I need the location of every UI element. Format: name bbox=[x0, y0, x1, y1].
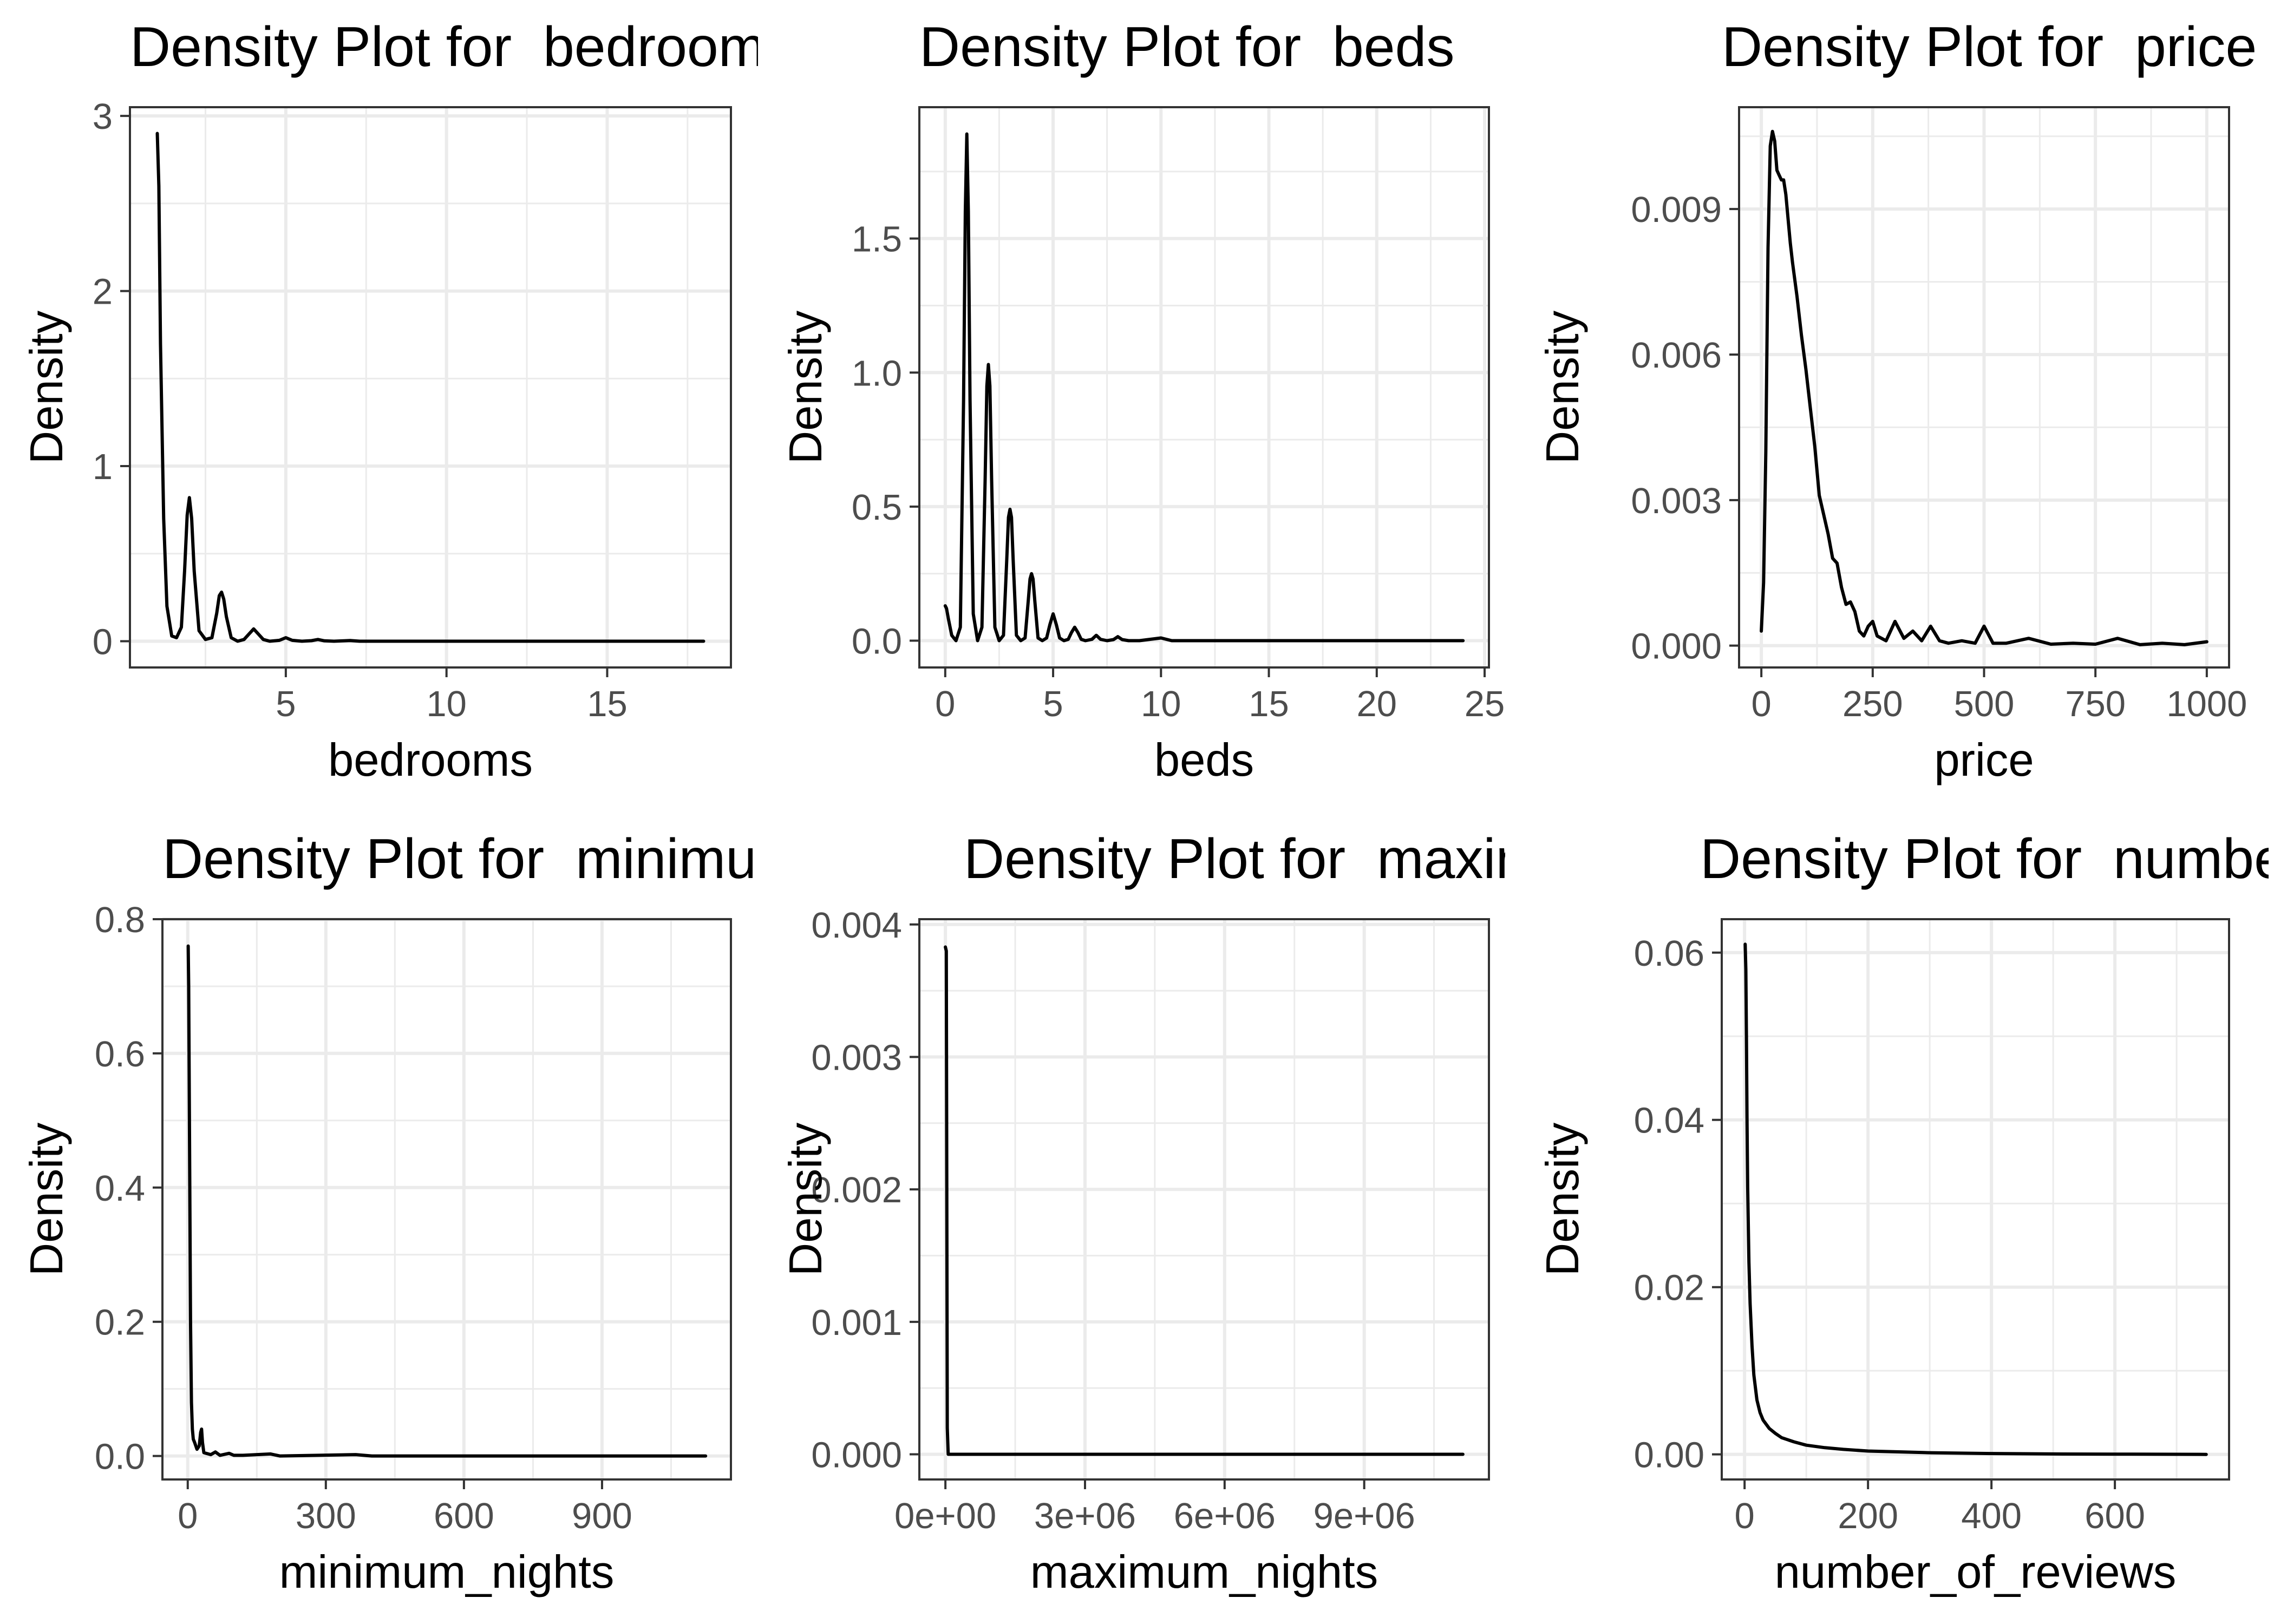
x-axis-title: beds bbox=[1154, 735, 1254, 786]
x-tick-label: 900 bbox=[572, 1496, 632, 1536]
y-tick-label: 0.04 bbox=[1634, 1101, 1704, 1141]
panel-border bbox=[161, 918, 732, 1481]
x-axis-title: price bbox=[1934, 735, 2034, 786]
density-curve bbox=[943, 132, 1465, 643]
y-tick-label: 1 bbox=[93, 447, 113, 487]
y-tick-label: 0.002 bbox=[811, 1170, 902, 1210]
density-curve bbox=[155, 132, 705, 643]
x-tick-label: 500 bbox=[1954, 684, 2015, 724]
x-tick-label: 25 bbox=[1465, 684, 1505, 724]
x-axis-title: maximum_nights bbox=[1030, 1547, 1378, 1598]
density-curve bbox=[1743, 942, 2208, 1456]
y-tick-label: 0.4 bbox=[95, 1168, 145, 1209]
x-tick-label: 15 bbox=[587, 684, 628, 724]
chart-title: Density Plot for maximum_nights bbox=[964, 828, 1802, 890]
x-tick-label: 20 bbox=[1357, 684, 1397, 724]
y-tick-label: 0.001 bbox=[811, 1302, 902, 1343]
y-axis-title: Density bbox=[1537, 310, 1589, 464]
y-tick-label: 0.000 bbox=[811, 1435, 902, 1476]
density-panels: 5 10 15 0 1 2 3 bedrooms Density Density Plot for… bbox=[21, 16, 2274, 1598]
panel-background bbox=[1722, 919, 2229, 1479]
density-panel-1: 5 10 15 0 1 2 3 bedrooms Density Density Plot for… bbox=[21, 16, 793, 786]
x-tick-label: 400 bbox=[1961, 1496, 2022, 1536]
y-axis-title: Density bbox=[780, 310, 832, 464]
chart-title: Density Plot for bedrooms bbox=[130, 16, 793, 78]
y-tick-label: 0.003 bbox=[1631, 481, 1722, 521]
density-panel-2: 0 5 10 15 20 25 0.0 0.5 1.0 1.5 beds Density Density… bbox=[780, 16, 1505, 786]
density-panel-6: 0 200 400 600 0.00 0.02 0.04 0.06 number_of_revi… bbox=[1537, 828, 2274, 1598]
x-tick-label: 15 bbox=[1249, 684, 1289, 724]
chart-title: Density Plot for minimum_nights bbox=[162, 828, 985, 890]
panel-background bbox=[162, 919, 731, 1479]
chart-title: Density Plot for price bbox=[1722, 16, 2257, 78]
density-curve bbox=[944, 945, 1465, 1456]
x-tick-label: 3e+06 bbox=[1034, 1496, 1136, 1536]
x-tick-label: 600 bbox=[434, 1496, 494, 1536]
x-tick-label: 750 bbox=[2065, 684, 2126, 724]
y-axis-title: Density bbox=[21, 1122, 73, 1276]
x-tick-label: 200 bbox=[1838, 1496, 1898, 1536]
panel-border bbox=[918, 106, 1490, 669]
y-tick-label: 0.02 bbox=[1634, 1268, 1704, 1308]
x-tick-label: 300 bbox=[296, 1496, 356, 1536]
panel-border bbox=[918, 918, 1490, 1481]
y-tick-label: 1.5 bbox=[852, 219, 902, 260]
density-panel-4: 0 300 600 900 0.0 0.2 0.4 0.6 0.8 minimum_nights D… bbox=[21, 828, 985, 1598]
x-tick-label: 1000 bbox=[2166, 684, 2247, 724]
y-tick-label: 3 bbox=[93, 96, 113, 137]
y-tick-label: 0.5 bbox=[852, 487, 902, 528]
panel-background bbox=[919, 919, 1489, 1479]
y-tick-label: 0 bbox=[93, 621, 113, 662]
chart-title: Density Plot for beds bbox=[919, 16, 1454, 78]
y-tick-label: 1.0 bbox=[852, 353, 902, 394]
x-tick-label: 9e+06 bbox=[1314, 1496, 1415, 1536]
y-tick-label: 0.006 bbox=[1631, 335, 1722, 376]
y-tick-label: 0.0 bbox=[852, 621, 902, 662]
x-tick-label: 250 bbox=[1842, 684, 1903, 724]
y-tick-label: 0.2 bbox=[95, 1302, 145, 1343]
y-tick-label: 2 bbox=[93, 272, 113, 312]
y-tick-label: 0.00 bbox=[1634, 1435, 1704, 1476]
density-panel-3: 0 250 500 750 1000 0.000 0.003 0.006 0.009 price D… bbox=[1537, 16, 2257, 786]
x-tick-label: 5 bbox=[276, 684, 296, 724]
y-tick-label: 0.003 bbox=[811, 1037, 902, 1078]
panel-border bbox=[1721, 918, 2230, 1481]
x-tick-label: 6e+06 bbox=[1174, 1496, 1276, 1536]
density-panel-5: 0e+00 3e+06 6e+06 9e+060.0000.0010.0020.003… bbox=[780, 828, 1802, 1598]
x-axis-title: minimum_nights bbox=[279, 1547, 615, 1598]
panel-border bbox=[129, 106, 732, 669]
panel-background bbox=[130, 107, 731, 667]
y-tick-label: 0.06 bbox=[1634, 933, 1704, 974]
x-tick-label: 0e+00 bbox=[894, 1496, 996, 1536]
x-tick-label: 0 bbox=[178, 1496, 198, 1536]
x-tick-label: 5 bbox=[1043, 684, 1063, 724]
x-tick-label: 0 bbox=[935, 684, 955, 724]
y-axis-title: Density bbox=[21, 310, 73, 464]
x-tick-label: 10 bbox=[426, 684, 467, 724]
x-tick-label: 0 bbox=[1735, 1496, 1755, 1536]
density-curve bbox=[186, 944, 708, 1458]
y-tick-label: 0.000 bbox=[1631, 626, 1722, 667]
y-axis-title: Density bbox=[780, 1122, 832, 1276]
y-tick-label: 0.009 bbox=[1631, 189, 1722, 230]
x-tick-label: 10 bbox=[1141, 684, 1181, 724]
x-tick-label: 0 bbox=[1752, 684, 1772, 724]
y-tick-label: 0.8 bbox=[95, 900, 145, 940]
x-axis-title: bedrooms bbox=[328, 735, 533, 786]
x-axis-title: number_of_reviews bbox=[1775, 1547, 2177, 1598]
y-axis-title: Density bbox=[1537, 1122, 1589, 1276]
y-tick-label: 0.004 bbox=[811, 905, 902, 946]
x-tick-label: 600 bbox=[2084, 1496, 2145, 1536]
density-curve bbox=[1760, 129, 2208, 646]
chart-title: Density Plot for number_of_reviews bbox=[1700, 828, 2274, 890]
y-tick-label: 0.6 bbox=[95, 1034, 145, 1075]
y-tick-label: 0.0 bbox=[95, 1437, 145, 1477]
